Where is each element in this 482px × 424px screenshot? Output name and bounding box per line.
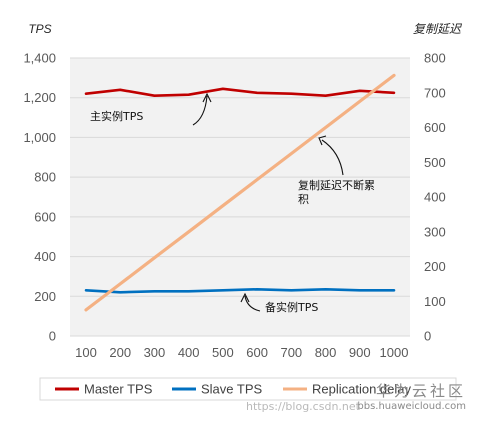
annotation-delay-arrow [321, 139, 344, 176]
y-tick-left: 600 [34, 209, 56, 224]
series-line-1 [84, 287, 396, 294]
x-tick: 400 [178, 345, 200, 360]
y-tick-left: 1,200 [23, 90, 56, 105]
watermark-site: bbs.huaweicloud.com [357, 401, 466, 412]
y-tick-left: 400 [34, 249, 56, 264]
annotation-master-arrow [192, 95, 208, 126]
y-tick-right: 500 [424, 155, 446, 170]
y-tick-right: 300 [424, 224, 446, 239]
y-tick-right: 400 [424, 190, 446, 205]
series-line-2 [84, 73, 396, 312]
gridlines [70, 57, 410, 337]
y-tick-right: 200 [424, 259, 446, 274]
y-tick-left: 0 [49, 329, 56, 344]
y-tick-right: 0 [424, 329, 431, 344]
x-tick: 500 [212, 345, 234, 360]
watermark-brand: 华为云社区 [376, 382, 466, 400]
annotation-slave-arrow [244, 295, 261, 312]
legend: Master TPS Slave TPS Replication delay [55, 382, 412, 397]
y-tick-right: 800 [424, 51, 446, 66]
annotation-delay-line1: 复制延迟不断累 [298, 178, 375, 192]
x-tick: 700 [280, 345, 302, 360]
right-axis-title: 复制延迟 [413, 22, 463, 36]
series-line-0 [84, 87, 396, 97]
annotation-delay-arrowhead [318, 135, 327, 146]
x-tick: 200 [109, 345, 131, 360]
legend-box [39, 377, 457, 401]
y-tick-right: 100 [424, 294, 446, 309]
annotation-delay-line2: 积 [298, 193, 309, 206]
series-lines [84, 73, 396, 312]
y-tick-left: 1,000 [23, 130, 56, 145]
annotation-master-arrowhead [202, 92, 212, 103]
x-tick: 300 [144, 345, 166, 360]
legend-label: Slave TPS [201, 382, 263, 397]
annotation-master-tps: 主实例TPS [90, 109, 143, 123]
plot-area [70, 58, 410, 336]
y-tick-right: 700 [424, 85, 446, 100]
y-tick-left: 800 [34, 170, 56, 185]
x-tick: 1000 [380, 345, 409, 360]
left-axis-title: TPS [28, 22, 51, 36]
y-tick-left: 200 [34, 289, 56, 304]
y-tick-right: 600 [424, 120, 446, 135]
x-tick: 100 [75, 345, 97, 360]
legend-label: Master TPS [84, 382, 153, 397]
legend-label: Replication delay [312, 382, 412, 397]
x-tick: 900 [349, 345, 371, 360]
x-axis-ticks: 100 200 300 400 500 600 700 800 900 1000 [75, 345, 408, 360]
x-tick: 600 [246, 345, 268, 360]
x-tick: 800 [315, 345, 337, 360]
right-axis-ticks: 0 100 200 300 400 500 600 700 800 [424, 51, 446, 344]
watermark-url: https://blog.csdn.net [246, 400, 361, 413]
y-tick-left: 1,400 [23, 51, 56, 66]
left-axis-ticks: 0 200 400 600 800 1,000 1,200 1,400 [23, 51, 56, 344]
annotation-slave-arrowhead [240, 292, 250, 303]
annotation-slave-tps: 备实例TPS [265, 300, 318, 314]
